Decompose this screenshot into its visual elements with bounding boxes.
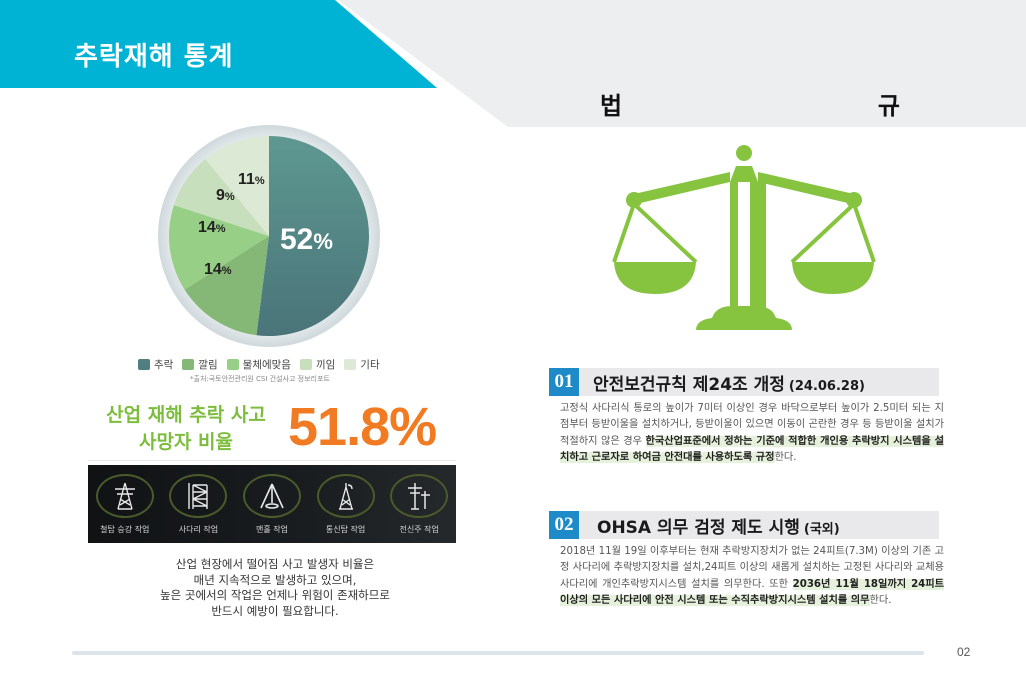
section-title-fall-statistics: 추락재해 통계 (74, 42, 234, 72)
regulation-heading-02: 02 OHSA 의무 검정 제도 시행 (국외) (549, 511, 939, 539)
legend-swatch (344, 359, 357, 370)
pie-chart: 52% 14% 14% 9% 11% (158, 125, 380, 347)
legend-item-other: 기타 (344, 357, 380, 372)
legend-swatch (299, 359, 312, 370)
section-number-badge: 01 (549, 368, 579, 396)
pie-slice (173, 158, 269, 236)
pie-label-fall: 52% (280, 223, 333, 256)
legend-item-fall: 추락 (138, 357, 173, 372)
fatality-ratio-value: 51.8% (288, 397, 437, 457)
legend-swatch (182, 359, 195, 370)
pie-label-struck: 14% (198, 219, 226, 236)
pie-label-other: 11% (238, 171, 265, 188)
section-title-regulations: 법 규 (600, 92, 900, 120)
telecom-tower-icon (316, 474, 375, 518)
pie-chart-graphic (158, 125, 380, 347)
footer-divider (72, 651, 924, 655)
page-number: 02 (957, 645, 971, 659)
legend-item-struck: 물체에맞음 (226, 357, 291, 372)
legend-swatch (226, 359, 239, 370)
power-tower-icon (95, 474, 154, 518)
regulation-region: (국외) (803, 521, 840, 537)
work-types-strip: 철탑 승강 작업 사다리 작업 맨홀 작업 통신탑 작업 전신주 작업 (88, 465, 456, 543)
legend-swatch (138, 359, 150, 370)
divider (88, 460, 456, 461)
work-type-manhole: 맨홀 작업 (239, 474, 305, 535)
work-type-ladder: 사다리 작업 (165, 474, 231, 535)
description-text: 산업 현장에서 떨어짐 사고 발생자 비율은 매년 지속적으로 발생하고 있으며… (160, 557, 390, 618)
pie-slice (184, 236, 269, 336)
manhole-tripod-icon (242, 474, 301, 518)
regulation-date: (24.06.28) (788, 378, 865, 394)
cyan-title-banner (0, 0, 437, 88)
pie-label-caught: 9% (216, 187, 235, 204)
section-number-badge: 02 (549, 511, 579, 539)
legend-item-caught: 끼임 (299, 357, 335, 372)
pie-label-crush: 14% (204, 261, 232, 278)
regulation-body-01: 고정식 사다리식 통로의 높이가 7미터 이상인 경우 바닥으로부터 높이가 2… (560, 403, 944, 464)
gray-header-panel (338, 0, 1026, 127)
pie-legend: 추락 깔림 물체에맞음 끼임 기타 (138, 357, 418, 372)
regulation-title: OHSA 의무 검정 제도 시행 (597, 517, 800, 538)
work-type-utility-pole: 전신주 작업 (386, 474, 452, 535)
regulation-body-02: 2018년 11월 19일 이후부터는 현재 추락방지장치가 없는 24피트(7… (560, 546, 945, 607)
pie-slice (205, 136, 269, 236)
scales-of-justice-icon (612, 145, 876, 330)
regulation-title: 안전보건규칙 제24조 개정 (593, 374, 785, 395)
source-note: *출처:국토안전관리원 CSI 건설사고 정보리포트 (190, 375, 330, 383)
legend-item-crush: 깔림 (182, 357, 218, 372)
fatality-ratio-label: 산업 재해 추락 사고 사망자 비율 (106, 404, 266, 453)
ladder-scaffold-icon (169, 474, 228, 518)
regulation-heading-01: 01 안전보건규칙 제24조 개정 (24.06.28) (549, 368, 939, 396)
work-type-telecom-tower: 통신탑 작업 (313, 474, 379, 535)
work-type-power-tower: 철탑 승강 작업 (92, 474, 158, 535)
pie-slice (169, 205, 269, 290)
pie-slice (256, 136, 369, 336)
utility-pole-icon (390, 474, 449, 518)
